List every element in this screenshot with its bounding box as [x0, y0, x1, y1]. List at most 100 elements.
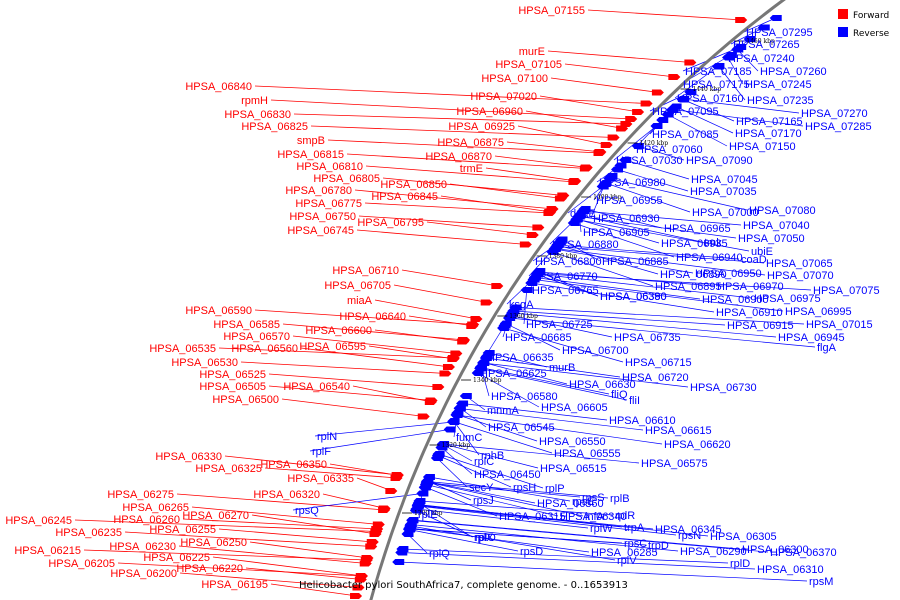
- forward-gene-feature: [625, 116, 638, 122]
- reverse-gene-feature: [546, 249, 559, 255]
- reverse-connector-line: [667, 114, 728, 147]
- forward-connector-line: [368, 345, 455, 360]
- gene-label-rpln: rplN: [317, 431, 337, 443]
- forward-connector-line: [356, 229, 527, 245]
- gene-label-hpsa-06640: HPSA_06640: [339, 311, 406, 323]
- gene-label-ksga: ksgA: [509, 299, 534, 311]
- gene-label-dnae: dnaE: [570, 208, 596, 220]
- gene-label-hpsa-06620: HPSA_06620: [664, 439, 731, 451]
- reverse-connector-line: [718, 65, 746, 101]
- gene-label-coad: coaD: [741, 254, 767, 266]
- gene-label-hpsa-06955: HPSA_06955: [596, 195, 663, 207]
- reverse-connector-line: [557, 244, 659, 275]
- reverse-connector-line: [309, 429, 450, 452]
- reverse-connector-line: [483, 362, 689, 388]
- forward-connector-line: [218, 528, 374, 543]
- forward-connector-line: [74, 519, 378, 532]
- forward-gene-feature: [432, 384, 445, 390]
- gene-label-rplw: rplW: [590, 523, 613, 535]
- gene-label-hpsa-07075: HPSA_07075: [813, 285, 880, 297]
- reverse-connector-line: [538, 271, 599, 297]
- gene-label-hpsa-06215: HPSA_06215: [14, 545, 81, 557]
- gene-label-secy: secY: [469, 482, 494, 494]
- gene-label-hpsa-07080: HPSA_07080: [749, 205, 816, 217]
- reverse-gene-feature: [712, 63, 725, 69]
- gene-label-rplq: rplQ: [429, 548, 450, 560]
- gene-label-hpsa-06390: HPSA_06390: [600, 291, 667, 303]
- reverse-connector-line: [625, 159, 690, 180]
- reverse-connector-line: [409, 528, 647, 546]
- forward-gene-feature: [447, 355, 460, 361]
- forward-connector-line: [587, 9, 743, 21]
- reverse-connector-line: [402, 548, 729, 564]
- gene-label-hpsa-06685: HPSA_06685: [505, 332, 572, 344]
- reverse-connector-line: [537, 273, 753, 299]
- reverse-gene-feature: [724, 52, 737, 58]
- gene-label-hpsa-06590: HPSA_06590: [185, 305, 252, 317]
- gene-label-trpa: trpA: [624, 522, 645, 534]
- gene-label-hpsa-06195: HPSA_06195: [201, 579, 268, 591]
- gene-feature-arrows: [350, 15, 782, 599]
- reverse-gene-feature: [669, 103, 682, 110]
- forward-connector-line: [179, 572, 360, 588]
- gene-label-hpsa-06615: HPSA_06615: [645, 425, 712, 437]
- reverse-connector-line: [401, 552, 756, 570]
- forward-connector-line: [300, 347, 451, 368]
- reverse-gene-feature: [656, 117, 669, 123]
- gene-label-rplf: rplF: [312, 446, 331, 458]
- forward-connector-line: [264, 467, 398, 479]
- reverse-connector-line: [743, 17, 776, 33]
- reverse-connector-line: [556, 246, 765, 264]
- gene-label-hpsa-06515: HPSA_06515: [540, 463, 607, 475]
- gene-label-hpsa-06840: HPSA_06840: [185, 81, 252, 93]
- gene-label-hpsa-06735: HPSA_06735: [614, 332, 681, 344]
- gene-label-hpsa-06875: HPSA_06875: [437, 137, 504, 149]
- tick-label: 1300 kbp: [414, 510, 443, 517]
- forward-gene-feature: [360, 557, 373, 563]
- reverse-gene-feature: [532, 269, 545, 275]
- forward-gene-feature: [532, 224, 545, 231]
- reverse-connector-line: [480, 367, 610, 395]
- reverse-connector-line: [427, 481, 536, 504]
- reverse-connector-line: [453, 421, 553, 454]
- gene-label-hpsa-07165: HPSA_07165: [736, 116, 803, 128]
- reverse-gene-feature: [578, 206, 591, 212]
- gene-label-smpb: smpB: [297, 135, 325, 147]
- forward-connector-line: [268, 385, 433, 401]
- gene-label-hpsa-07270: HPSA_07270: [801, 108, 868, 120]
- gene-label-hpsa-06560: HPSA_06560: [231, 343, 298, 355]
- gene-label-hpsa-06870: HPSA_06870: [425, 151, 492, 163]
- reverse-gene-feature: [743, 36, 756, 42]
- gene-label-tmk: tmk: [704, 237, 722, 249]
- legend: Forward Reverse: [838, 9, 890, 39]
- forward-gene-feature: [593, 150, 606, 156]
- forward-connector-line: [224, 455, 399, 476]
- gene-label-hpsa-06980: HPSA_06980: [599, 177, 666, 189]
- reverse-connector-line: [637, 145, 685, 161]
- reverse-connector-line: [682, 99, 735, 122]
- gene-label-hpsa-06730: HPSA_06730: [690, 382, 757, 394]
- gene-label-hpsa-06925: HPSA_06925: [448, 121, 515, 133]
- gene-label-hpsa-06720: HPSA_06720: [622, 372, 689, 384]
- gene-label-hpsa-06250: HPSA_06250: [180, 537, 247, 549]
- gene-label-fliq: fliQ: [611, 389, 628, 401]
- gene-label-hpsa-06535: HPSA_06535: [149, 343, 216, 355]
- reverse-gene-feature: [447, 419, 460, 425]
- reverse-connector-line: [456, 414, 663, 445]
- reverse-gene-feature: [392, 559, 405, 565]
- tick-label: 1320 kbp: [442, 442, 471, 449]
- reverse-connector-line: [418, 504, 709, 537]
- gene-label-hpsa-07020: HPSA_07020: [470, 91, 537, 103]
- gene-label-hpsa-06890: HPSA_06890: [660, 269, 727, 281]
- gene-label-hpsa-07240: HPSA_07240: [728, 53, 795, 65]
- forward-connector-line: [178, 545, 367, 564]
- forward-connector-line: [218, 347, 455, 359]
- reverse-connector-line: [436, 457, 468, 488]
- forward-gene-feature: [439, 370, 452, 377]
- reverse-connector-line: [531, 282, 715, 313]
- forward-connector-line: [547, 50, 692, 63]
- forward-gene-feature: [640, 100, 653, 107]
- reverse-connector-line: [442, 443, 640, 464]
- gene-label-hpsa-06545: HPSA_06545: [488, 422, 555, 434]
